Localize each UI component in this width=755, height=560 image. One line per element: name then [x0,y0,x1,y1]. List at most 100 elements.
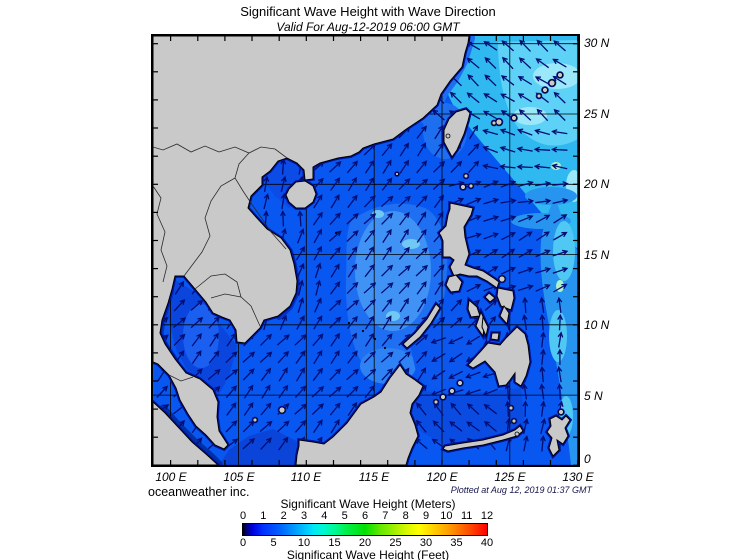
wave-arrow [432,160,446,173]
wave-arrow [483,180,499,188]
wave-arrow [313,228,322,244]
island-ryukyu [557,72,563,78]
reef-speck [334,231,338,235]
wave-arrow [518,57,532,69]
wave-arrow [329,368,342,381]
wave-arrow [208,350,220,364]
wave-arrow [313,315,323,330]
wave-arrow [277,420,290,433]
wave-arrow [364,332,375,347]
wave-arrow [449,91,462,104]
wave-arrow [500,198,517,205]
feet-tick-label: 25 [389,537,402,549]
wave-arrow [276,334,290,346]
wave-arrow [330,349,340,365]
wave-arrow [328,230,342,242]
wave-arrow [416,402,427,416]
reef-speck [383,346,387,350]
island-sangihe [514,431,520,437]
wave-arrow [190,299,204,311]
wave-arrow [364,159,375,174]
wave-arrow [556,365,563,383]
wave-arrow [173,298,186,312]
wave-arrow [296,228,305,244]
wave-arrow [516,146,533,153]
wave-arrow [242,351,256,363]
wave-arrow [417,142,427,157]
island-natuna [278,406,286,414]
meters-tick-label: 3 [300,510,308,522]
country-border [194,273,242,298]
lat-tick-label: 5 N [584,389,603,403]
wave-arrow [329,281,341,295]
wave-arrow [381,298,393,312]
land-borneo [295,364,424,465]
wave-arrow [415,195,428,208]
land-taiwan [443,108,471,158]
wave-arrow [242,437,256,450]
wave-arrow [329,212,341,226]
wave-arrow [399,228,409,244]
wave-arrow [533,163,551,170]
wave-arrow [261,384,271,399]
wave-arrow [557,348,563,365]
wave-arrow [346,368,359,381]
wave-arrow [382,228,392,243]
wave-arrow [382,159,392,174]
country-border [183,177,236,277]
wave-arrow [517,180,534,188]
wave-arrow [465,335,481,345]
wave-arrow [539,296,546,313]
chart-valid-time: Valid For Aug-12-2019 06:00 GMT [276,20,460,34]
country-border [168,374,194,382]
credit-text: oceanweather inc. [148,485,250,499]
wave-arrow [260,402,272,416]
wave-map [151,34,580,467]
wave-arrow [312,419,323,434]
wave-arrow [500,93,515,103]
wave-arrow [417,297,427,313]
land-masbate [484,292,496,303]
island-pratas [395,172,399,176]
lon-tick-label: 100 E [155,470,187,484]
wave-arrow [173,317,187,329]
wave-arrow [519,39,531,52]
wave-arrow [556,296,563,313]
wave-arrow [540,331,546,348]
wave-arrow [381,212,394,225]
wave-arrow [363,282,377,294]
wave-arrow [364,385,376,399]
lat-tick-label: 20 N [584,177,610,191]
island-batanes [463,173,469,179]
wave-arrow [450,160,463,173]
wave-arrow [381,142,393,157]
wave-arrow [280,210,286,227]
wave-arrow [399,315,410,330]
reef-speck [373,337,377,341]
wave-arrow [363,195,376,208]
wave-arrow [347,315,358,330]
meters-tick-label: 5 [341,510,348,522]
wave-arrow [243,384,254,399]
wave-arrow [381,333,393,347]
wave-arrow [415,178,429,190]
wave-arrow [382,315,392,330]
wave-arrow [415,264,429,277]
wave-arrow [312,367,324,382]
wave-arrow [278,384,289,399]
wave-arrow [313,245,322,261]
wave-arrow [263,193,270,210]
wave-arrow [466,232,482,240]
wave-arrow [483,248,499,259]
island-babuyan [460,184,466,190]
wave-arrow [539,383,546,400]
wave-arrow [314,262,322,279]
wave-arrow [483,215,500,222]
wave-arrow [482,388,498,396]
wave-arrow [347,263,358,278]
wave-arrow [467,143,480,156]
wave-arrow [346,212,359,225]
lat-tick-label: 15 N [584,248,610,262]
wave-arrow [417,367,427,382]
land-sumatra [153,401,219,465]
